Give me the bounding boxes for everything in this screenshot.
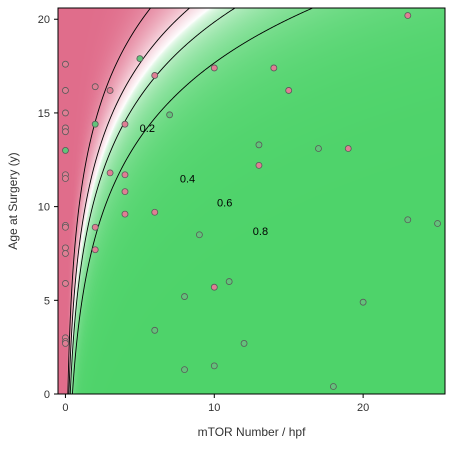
data-point-green: [181, 293, 188, 300]
y-tick-label: 5: [44, 295, 50, 307]
data-point-pink: [255, 161, 263, 169]
contour-label: 0.6: [217, 198, 232, 210]
x-tick-label: 20: [357, 402, 369, 414]
data-point-pink: [62, 128, 69, 136]
x-axis-title: mTOR Number / hpf: [198, 425, 306, 439]
contour-label: 0.8: [253, 226, 268, 238]
y-tick-label: 0: [44, 389, 50, 401]
probability-surface: [58, 8, 445, 394]
data-point-pink: [62, 250, 69, 257]
data-point-green: [225, 278, 233, 285]
data-point-green: [166, 111, 174, 119]
data-point-pink: [210, 283, 218, 291]
data-point-green: [195, 231, 203, 239]
data-point-green: [404, 216, 412, 224]
data-point-pink: [285, 87, 293, 94]
data-point-pink: [151, 72, 159, 79]
probability-surface-raster: [58, 8, 445, 394]
contour-line: [69, 7, 236, 395]
data-point-green: [151, 326, 159, 334]
plot-frame: [57, 7, 446, 395]
data-point-pink: [62, 87, 69, 94]
data-point-green: [434, 220, 441, 227]
data-point-pink: [210, 64, 218, 72]
data-point-green: [329, 383, 337, 390]
data-point-pink: [62, 244, 69, 252]
data-point-pink: [62, 109, 69, 117]
contour-line: [71, 7, 313, 395]
data-point-pink: [62, 280, 69, 287]
contour-label: 0.2: [140, 123, 155, 135]
contour-line: [67, 7, 151, 395]
data-point-pink: [91, 246, 99, 254]
data-point-green: [359, 298, 367, 306]
y-axis-title: Age at Surgery (y): [6, 152, 20, 249]
data-point-pink: [62, 223, 69, 231]
data-points: [62, 12, 441, 390]
data-point-pink: [62, 60, 69, 68]
data-point-pink: [270, 64, 278, 72]
contour-label: 0.4: [180, 173, 195, 185]
x-tick-label: 0: [62, 402, 68, 414]
x-tick-label: 10: [208, 402, 220, 414]
y-tick-label: 15: [38, 108, 50, 120]
y-tick-label: 20: [38, 14, 50, 26]
data-point-pink: [121, 171, 129, 179]
data-point-green: [91, 120, 99, 128]
contour-line: [68, 7, 190, 395]
data-point-green: [240, 340, 248, 347]
data-point-pink: [91, 223, 99, 231]
data-point-green: [210, 362, 218, 370]
data-point-pink: [151, 208, 159, 216]
contour-lines: 0.2 0.4 0.6 0.8: [67, 7, 313, 395]
axes: 0 10 20 0 5 10 15 20: [38, 14, 370, 414]
data-point-pink: [121, 210, 129, 218]
data-point-pink: [121, 188, 129, 196]
data-point-pink: [121, 120, 129, 128]
data-point-pink: [62, 175, 69, 182]
data-point-green: [255, 141, 263, 149]
data-point-pink: [106, 87, 114, 94]
data-point-pink: [344, 145, 352, 152]
data-point-green: [62, 147, 69, 154]
data-point-green: [181, 366, 188, 374]
y-tick-label: 10: [38, 202, 50, 214]
data-point-pink: [404, 12, 412, 19]
data-point-green: [315, 145, 322, 152]
data-point-pink: [106, 169, 114, 177]
data-point-pink: [91, 83, 99, 91]
data-point-pink: [62, 340, 69, 347]
data-point-green: [136, 55, 144, 62]
